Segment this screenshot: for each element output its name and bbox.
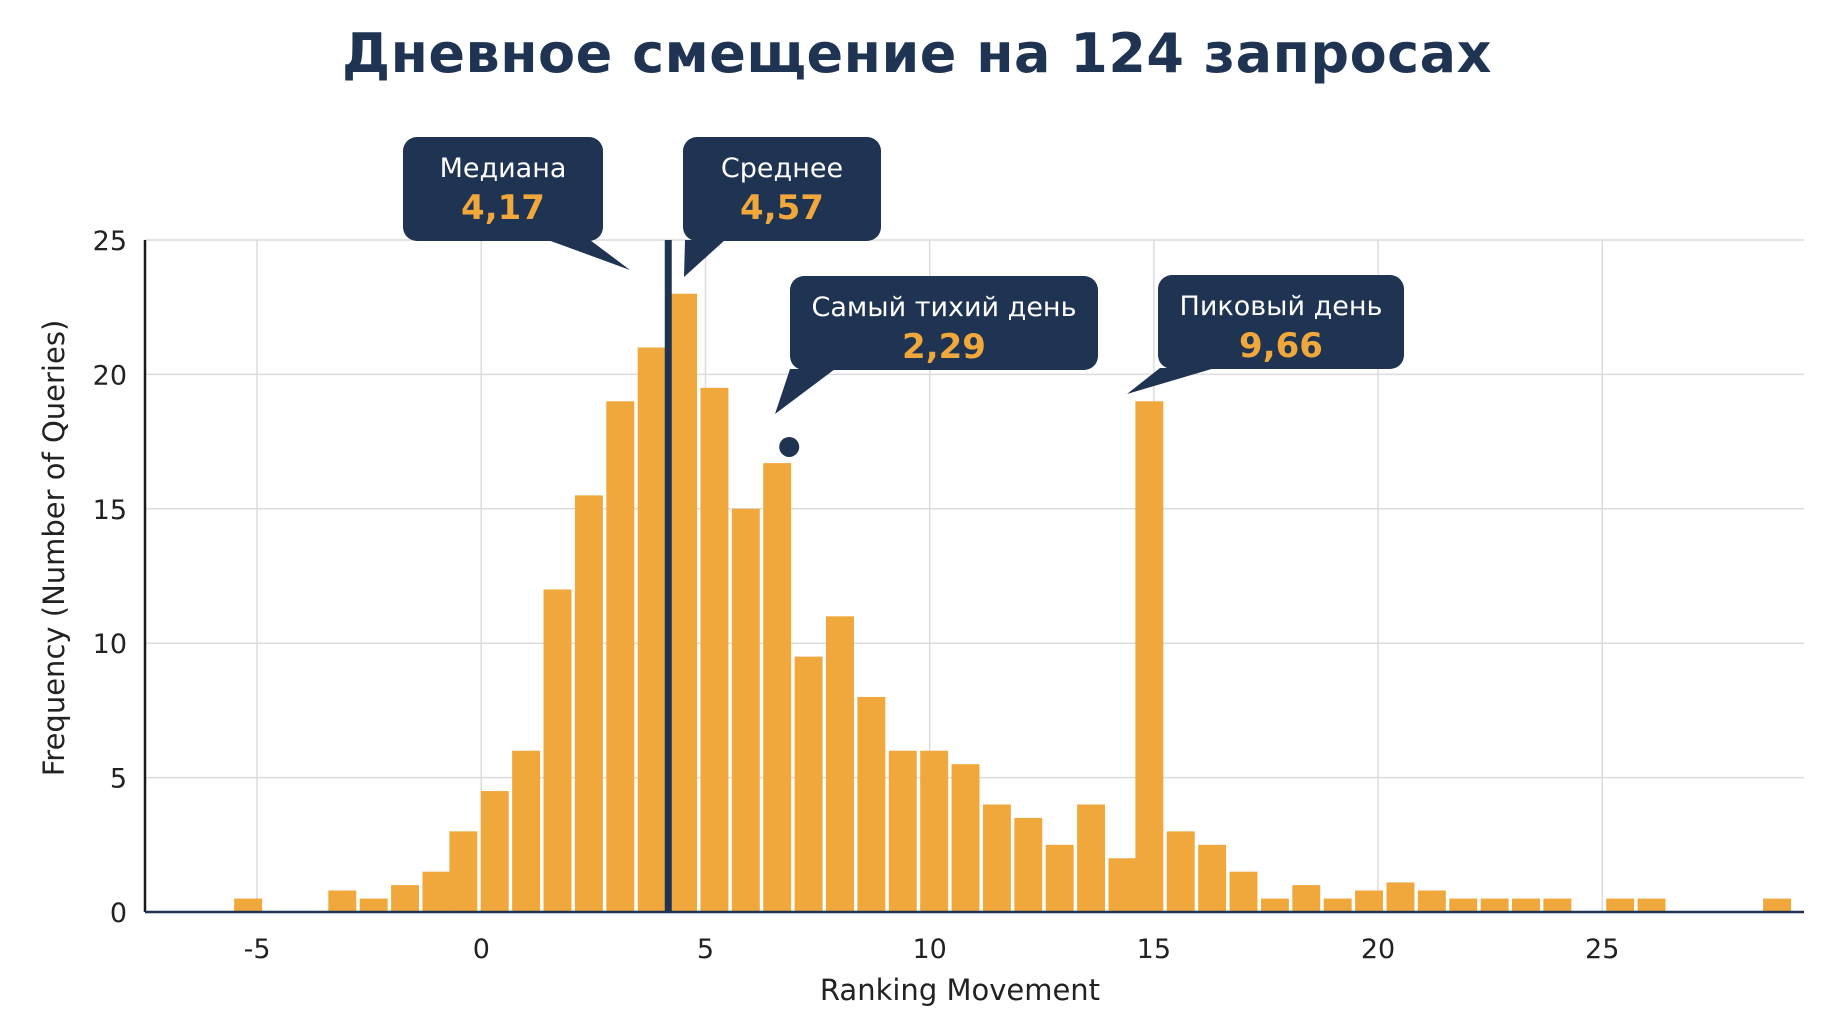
x-tick-label: 15 bbox=[1137, 934, 1171, 965]
y-tick-label: 0 bbox=[110, 898, 127, 929]
callout-value: 2,29 bbox=[902, 327, 986, 367]
histogram-bar bbox=[1480, 898, 1509, 912]
y-tick-label: 5 bbox=[110, 764, 127, 795]
axes-layer bbox=[143, 240, 1804, 914]
histogram-bar bbox=[1077, 804, 1106, 912]
annotation-callout: Пиковый день 9,66 bbox=[1127, 275, 1404, 394]
annotation-callout: Самый тихий день 2,29 bbox=[775, 276, 1098, 414]
histogram-bar bbox=[606, 401, 635, 912]
histogram-bar bbox=[669, 293, 698, 912]
histogram-bar bbox=[1229, 871, 1258, 912]
histogram-bar bbox=[951, 764, 980, 912]
histogram-bar bbox=[1512, 898, 1540, 912]
histogram-bar bbox=[1045, 844, 1074, 912]
histogram-bar bbox=[422, 871, 451, 912]
histogram-bar bbox=[1014, 817, 1043, 912]
histogram-bar bbox=[982, 804, 1011, 912]
histogram-bar bbox=[234, 898, 263, 912]
histogram-bar bbox=[920, 750, 949, 912]
histogram-bar bbox=[826, 616, 854, 912]
histogram-bar bbox=[1108, 858, 1137, 912]
histogram-bar bbox=[1449, 898, 1478, 912]
callout-pointer bbox=[548, 240, 630, 270]
histogram-bar bbox=[1198, 844, 1227, 912]
histogram-bar bbox=[480, 791, 509, 912]
x-tick-label: -5 bbox=[244, 934, 271, 965]
histogram-bar bbox=[391, 885, 420, 912]
callout-pointer bbox=[1127, 368, 1215, 394]
x-tick-label: 25 bbox=[1585, 934, 1619, 965]
marker-point bbox=[779, 436, 800, 457]
callouts-layer: Медиана 4,17 Среднее 4,57 Самый тихий день 2,… bbox=[403, 137, 1404, 414]
callout-pointer bbox=[775, 369, 835, 414]
histogram-bar bbox=[512, 750, 541, 912]
histogram-bar bbox=[328, 890, 357, 912]
annotation-callout: Среднее 4,57 bbox=[683, 137, 881, 277]
histogram-bar bbox=[700, 387, 729, 913]
histogram-bar bbox=[543, 589, 572, 912]
callout-value: 4,17 bbox=[461, 188, 545, 228]
callout-box bbox=[1158, 275, 1404, 369]
histogram-bar bbox=[1763, 898, 1792, 912]
histogram-bar bbox=[1606, 898, 1635, 912]
histogram-bar bbox=[574, 495, 603, 912]
histogram-bar bbox=[1260, 898, 1289, 912]
chart-title: Дневное смещение на 124 запросах bbox=[342, 22, 1492, 85]
histogram-bar bbox=[1135, 401, 1164, 912]
callout-pointer bbox=[684, 240, 725, 277]
callout-label: Самый тихий день bbox=[812, 292, 1077, 323]
x-tick-label: 0 bbox=[473, 934, 490, 965]
bars-layer bbox=[234, 240, 1792, 913]
histogram-bar bbox=[763, 463, 792, 912]
y-tick-label: 15 bbox=[93, 495, 127, 526]
x-tick-label: 10 bbox=[912, 934, 946, 965]
x-axis-label: Ranking Movement bbox=[820, 973, 1100, 1007]
histogram-bar bbox=[1417, 890, 1446, 912]
x-tick-label: 20 bbox=[1361, 934, 1395, 965]
histogram-bar bbox=[731, 508, 760, 912]
histogram-bar bbox=[1292, 885, 1321, 912]
ticks-layer: 0 5 10 15 20 25 -5 0 5 10 15 20 25 bbox=[93, 226, 1620, 965]
histogram-bar bbox=[1386, 882, 1415, 912]
y-axis-label: Frequency (Number of Queries) bbox=[37, 320, 71, 777]
callout-box bbox=[403, 137, 603, 241]
histogram-bar bbox=[857, 696, 886, 912]
y-tick-label: 10 bbox=[93, 629, 127, 660]
y-tick-label: 25 bbox=[93, 226, 127, 257]
histogram-bar bbox=[1637, 898, 1666, 912]
histogram-bar bbox=[1323, 898, 1352, 912]
y-tick-label: 20 bbox=[93, 360, 127, 391]
histogram-bar bbox=[794, 656, 823, 912]
histogram-bar bbox=[888, 750, 917, 912]
histogram-bar bbox=[1543, 898, 1572, 912]
histogram-bar bbox=[1166, 831, 1195, 912]
histogram-bar bbox=[1355, 890, 1384, 912]
callout-label: Пиковый день bbox=[1180, 291, 1383, 322]
callout-value: 4,57 bbox=[740, 188, 824, 228]
callout-box bbox=[790, 276, 1098, 370]
annotation-callout: Медиана 4,17 bbox=[403, 137, 630, 270]
histogram-bar bbox=[359, 898, 388, 912]
callout-box bbox=[683, 137, 881, 241]
histogram-bar bbox=[637, 347, 666, 912]
x-tick-label: 5 bbox=[697, 934, 714, 965]
callout-label: Среднее bbox=[721, 153, 843, 184]
callout-value: 9,66 bbox=[1239, 326, 1323, 366]
callout-label: Медиана bbox=[440, 153, 567, 184]
histogram-bar bbox=[449, 831, 478, 912]
